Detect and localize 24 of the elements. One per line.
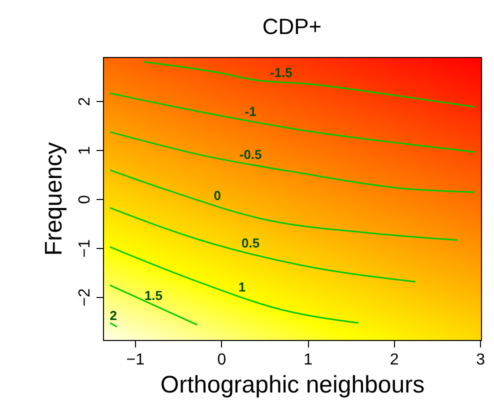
x-axis-title: Orthographic neighbours [160,372,425,398]
series-label: 1 [238,279,246,294]
y-tick-label: 1 [76,146,94,155]
x-tick-label: 1 [304,352,313,368]
x-tick-label: −1 [126,352,145,368]
series-label: -1 [244,104,256,119]
series-label: 1.5 [144,288,163,303]
y-tick-label: 0 [76,194,94,204]
series-label: -0.5 [239,146,262,162]
line-series [109,246,360,324]
series-label: -1.5 [270,64,292,80]
y-axis-title: Frequency [40,142,68,256]
series-label: 2 [110,308,117,323]
x-tick-label: 2 [390,352,399,368]
x-tick-label: 3 [476,352,486,368]
line-series [109,207,416,282]
y-tick-label: −1 [76,239,94,258]
y-tick-label: −2 [76,288,94,307]
y-tick-label: 2 [76,97,94,106]
series-label: 0.5 [242,236,260,251]
line-series [142,61,476,108]
x-tick-label: 0 [217,352,226,368]
chart-title: CDP+ [262,14,322,39]
series-label: 0 [214,188,221,204]
